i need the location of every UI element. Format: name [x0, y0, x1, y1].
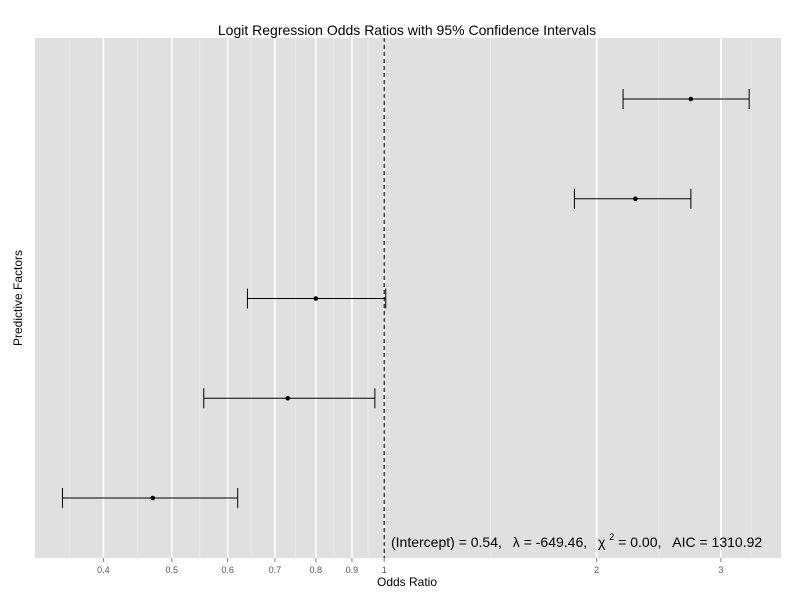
x-tick-label: 2 — [594, 565, 599, 575]
plot-panel — [35, 38, 781, 558]
odds-ratio-marks — [61, 89, 750, 508]
x-tick-label: 0.7 — [269, 565, 282, 575]
odds-ratio-point — [150, 495, 156, 501]
x-tick-label: 3 — [718, 565, 723, 575]
y-axis-label: Predictive Factors — [11, 250, 25, 346]
chart-title: Logit Regression Odds Ratios with 95% Co… — [218, 22, 596, 38]
odds-ratio-row — [246, 288, 387, 309]
x-axis-label: Odds Ratio — [377, 575, 437, 589]
x-tick-label: 0.9 — [346, 565, 359, 575]
odds-ratio-row — [61, 488, 239, 508]
x-tick-label: 0.5 — [166, 565, 179, 575]
x-tick-label: 0.4 — [97, 565, 110, 575]
annotation-lambda: = -649.46, — [524, 534, 587, 550]
x-axis-ticks: 0.4 0.5 0.6 0.7 0.8 0.9 1 2 3 — [97, 558, 723, 575]
annotation-chi-superscript: 2 — [609, 532, 614, 542]
model-stats-annotation: (Intercept) = 0.54, λ = -649.46, χ 2 = 0… — [391, 527, 762, 550]
annotation-lambda-symbol: λ — [513, 534, 520, 550]
x-tick-label: 1 — [382, 565, 387, 575]
annotation-chi-symbol: χ — [598, 534, 606, 550]
odds-ratio-point — [688, 96, 694, 102]
x-tick-label: 0.6 — [221, 565, 234, 575]
x-tick-label: 0.8 — [310, 565, 323, 575]
odds-ratio-point — [313, 296, 319, 301]
odds-ratio-row — [203, 388, 376, 409]
odds-ratio-row — [573, 188, 692, 209]
odds-ratio-row — [622, 89, 750, 109]
odds-ratio-point — [285, 395, 291, 401]
odds-ratio-point — [633, 196, 638, 202]
annotation-chi: = 0.00, — [618, 534, 661, 550]
annotation-intercept: (Intercept) = 0.54, — [391, 534, 502, 550]
annotation-aic: AIC = 1310.92 — [672, 534, 762, 550]
